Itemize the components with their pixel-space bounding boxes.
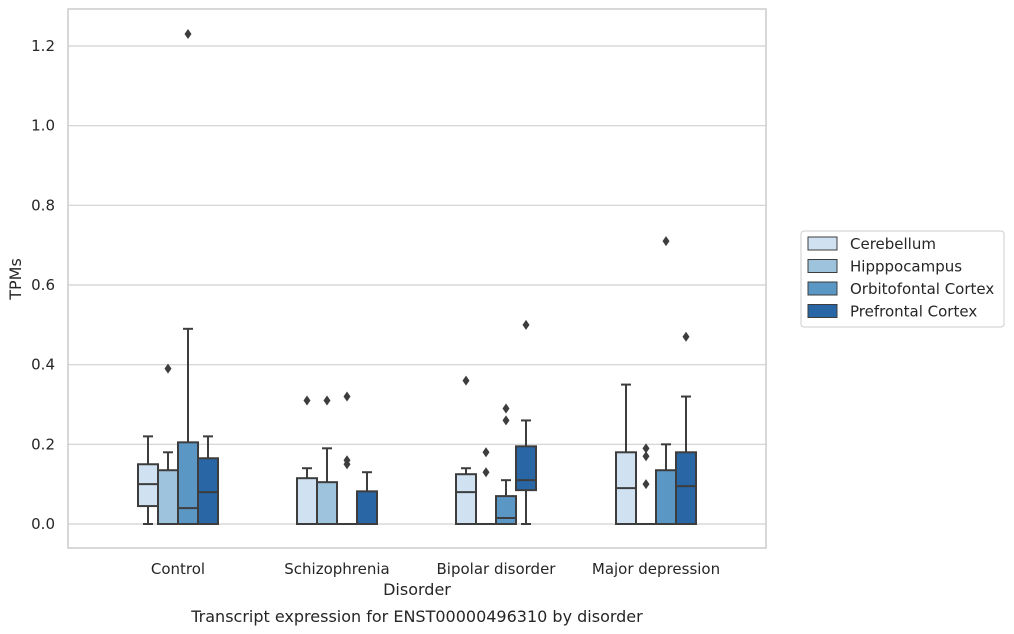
box-body (157, 469, 179, 526)
x-tick-label: Schizophrenia (284, 560, 389, 578)
box-orbitofontal-cortex-2 (495, 403, 517, 526)
box-prefrontal-cortex-2 (515, 319, 537, 525)
box-prefrontal-cortex-1 (356, 471, 378, 526)
outlier-point (522, 319, 530, 330)
box-hipppocampus-1 (316, 395, 338, 525)
legend-swatch (807, 259, 838, 273)
legend-swatch (807, 304, 838, 318)
box-hipppocampus-3 (635, 443, 657, 526)
y-axis-label: TPMs (6, 258, 25, 301)
box-body (296, 477, 318, 526)
x-tick-labels: Control Schizophrenia Bipolar disorder Majo… (151, 560, 720, 578)
outlier-point (303, 395, 311, 406)
plot-frame (67, 8, 767, 549)
outlier-point (343, 391, 351, 402)
outlier-point (184, 29, 192, 40)
box-body (356, 490, 378, 526)
outlier-point (642, 451, 650, 462)
box-prefrontal-cortex-0 (197, 435, 219, 525)
outlier-point (482, 447, 490, 458)
box-hipppocampus-2 (475, 447, 497, 526)
chart-caption: Transcript expression for ENST0000049631… (190, 607, 643, 626)
box-orbitofontal-cortex-0 (177, 29, 199, 526)
outlier-point (462, 375, 470, 386)
legend-swatch (807, 281, 838, 296)
y-tick-label: 0.2 (31, 435, 55, 453)
y-tick-label: 1.2 (31, 37, 55, 55)
outlier-point (502, 415, 510, 426)
box-body (515, 445, 537, 492)
x-tick-label: Control (151, 560, 205, 578)
box-body (177, 441, 199, 526)
legend-swatch (807, 236, 838, 251)
box-orbitofontal-cortex-3 (655, 236, 677, 526)
legend: Cerebellum Hipppocampus Orbitofontal Corte… (800, 230, 1005, 328)
outlier-point (323, 395, 331, 406)
box-body (675, 451, 697, 525)
x-tick-label: Bipolar disorder (437, 560, 557, 578)
y-tick-label: 1.0 (31, 117, 55, 135)
boxes (137, 29, 697, 526)
box-orbitofontal-cortex-1 (336, 391, 358, 526)
box-prefrontal-cortex-3 (675, 331, 697, 525)
legend-frame (800, 230, 1005, 328)
y-tick-label: 0.0 (31, 515, 55, 533)
y-tick-label: 0.6 (31, 276, 55, 294)
outlier-point (502, 403, 510, 414)
outlier-point (482, 467, 490, 478)
box-cerebellum-3 (615, 383, 637, 525)
outlier-point (642, 443, 650, 454)
box-cerebellum-0 (137, 435, 159, 525)
y-tick-labels: 0.0 0.2 0.4 0.6 0.8 1.0 1.2 (31, 37, 55, 533)
outlier-point (662, 236, 670, 247)
legend-label: Orbitofontal Cortex (850, 280, 994, 298)
x-tick-label: Major depression (592, 560, 720, 578)
box-body (655, 469, 677, 526)
y-tick-label: 0.8 (31, 196, 55, 214)
box-body (455, 473, 477, 526)
outlier-point (164, 363, 172, 374)
outlier-point (343, 455, 351, 466)
legend-label: Prefrontal Cortex (850, 303, 977, 321)
y-tick-label: 0.4 (31, 356, 55, 374)
box-cerebellum-1 (296, 395, 318, 526)
outlier-point (682, 331, 690, 342)
legend-label: Cerebellum (850, 235, 936, 253)
outlier-point (642, 479, 650, 490)
legend-label: Hipppocampus (850, 258, 962, 276)
box-body (495, 495, 517, 526)
box-hipppocampus-0 (157, 363, 179, 526)
box-cerebellum-2 (455, 375, 477, 526)
box-body (316, 481, 338, 525)
x-axis-label: Disorder (383, 580, 451, 599)
